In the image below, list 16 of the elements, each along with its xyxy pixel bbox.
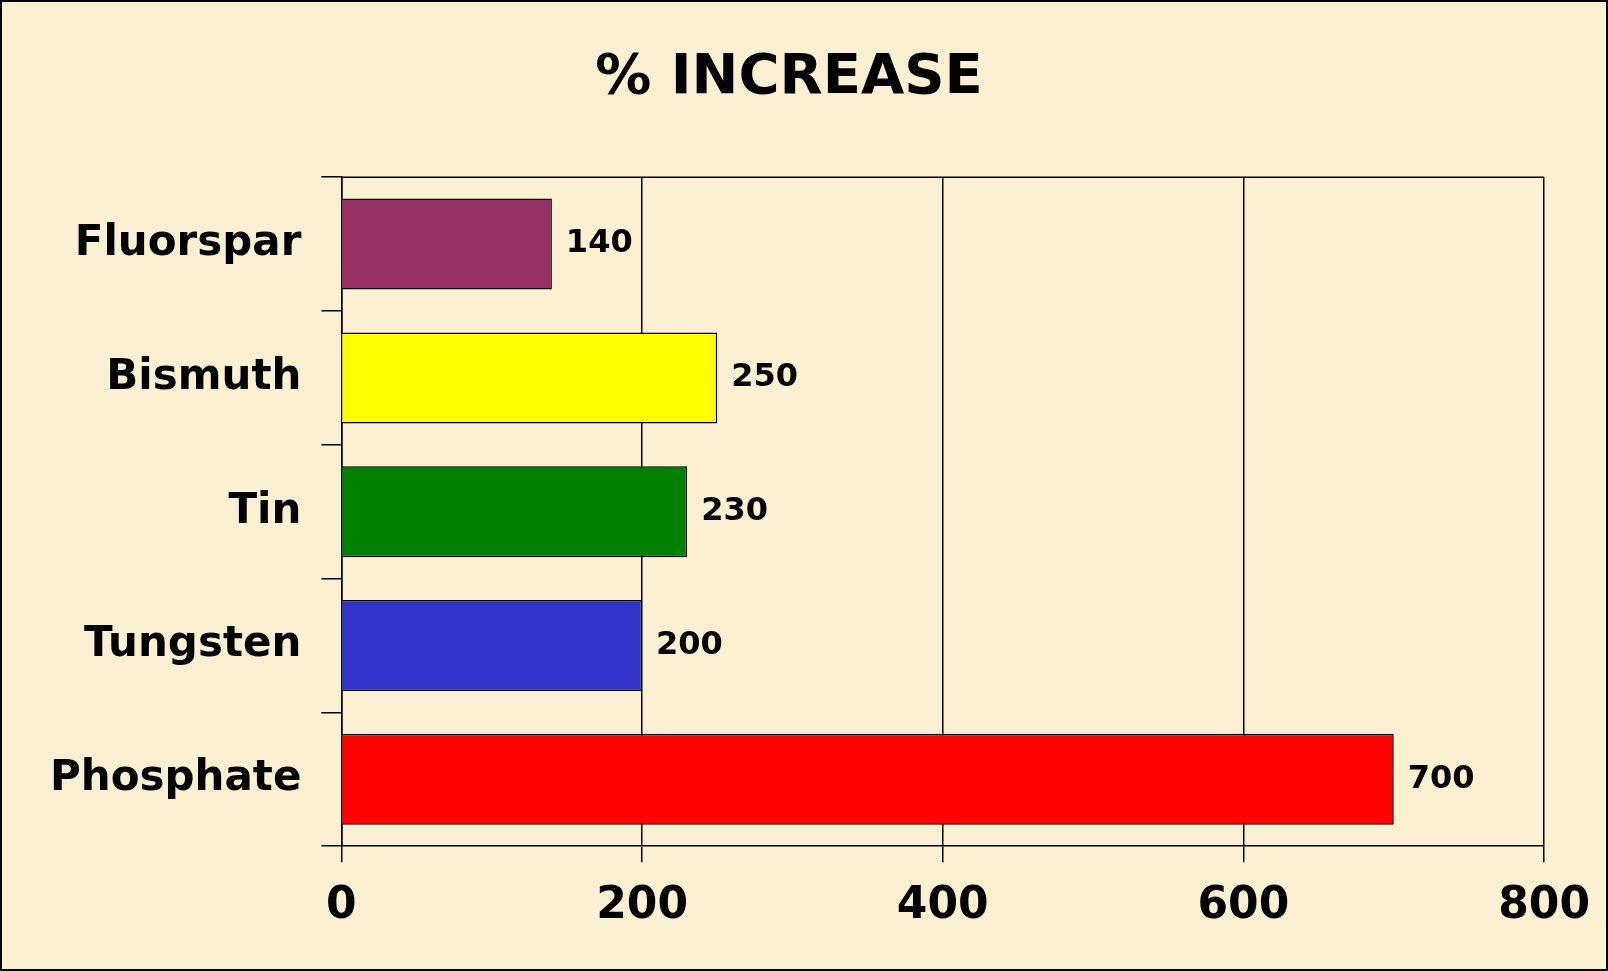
x-tick-label: 0: [326, 877, 357, 929]
x-tick-label: 400: [896, 877, 989, 929]
data-label: 250: [731, 356, 799, 395]
x-tick-label: 200: [596, 877, 688, 929]
x-tick-label: 800: [1498, 877, 1591, 929]
y-tick-label: Fluorspar: [74, 216, 302, 266]
data-label: 230: [701, 490, 768, 529]
data-label: 700: [1407, 757, 1475, 796]
y-tick-label: Tin: [228, 483, 302, 533]
y-tick-label: Phosphate: [50, 751, 302, 801]
y-tick-label: Bismuth: [106, 349, 302, 399]
data-label: 200: [656, 623, 723, 662]
x-tick-label: 600: [1197, 877, 1290, 929]
y-tick-label: Tungsten: [84, 617, 302, 667]
data-label: 140: [565, 222, 633, 261]
chart-title: % INCREASE: [595, 41, 983, 107]
